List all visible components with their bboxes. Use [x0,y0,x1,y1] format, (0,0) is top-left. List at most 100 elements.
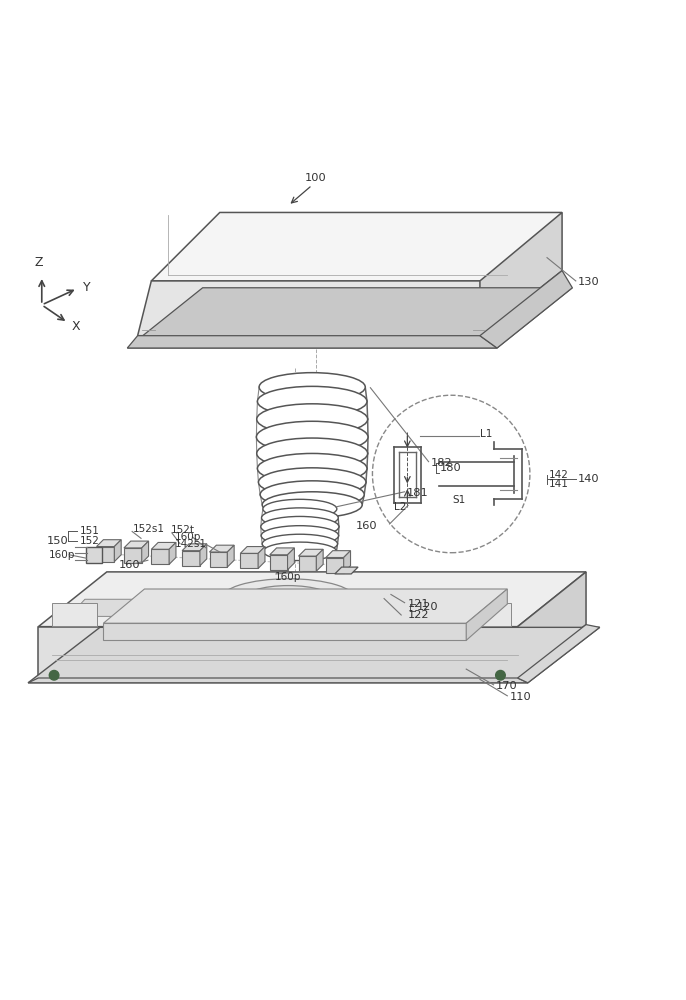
Polygon shape [97,547,115,562]
Polygon shape [152,212,562,281]
Polygon shape [152,542,176,549]
Text: 181: 181 [407,488,429,498]
Polygon shape [142,541,149,563]
Ellipse shape [259,373,365,401]
Ellipse shape [257,421,368,453]
Polygon shape [200,544,206,566]
Text: 151: 151 [80,526,99,536]
Text: 142s1: 142s1 [175,539,207,549]
Text: L2: L2 [394,502,406,512]
Polygon shape [480,212,562,336]
Ellipse shape [261,516,339,537]
Circle shape [49,670,59,680]
Ellipse shape [262,534,338,553]
Ellipse shape [263,499,337,518]
Text: 152: 152 [80,536,99,546]
Text: 160p: 160p [274,572,301,582]
Polygon shape [38,627,517,678]
Text: 121: 121 [408,599,429,609]
Polygon shape [104,589,508,623]
Polygon shape [480,271,572,348]
Polygon shape [128,336,497,348]
Polygon shape [344,551,351,573]
Polygon shape [97,540,121,547]
Circle shape [496,670,506,680]
Polygon shape [86,547,102,563]
Ellipse shape [262,492,362,518]
Text: 142: 142 [548,470,568,480]
Text: Y: Y [83,281,91,294]
Text: 160: 160 [119,560,141,570]
Ellipse shape [259,468,366,497]
Text: 180: 180 [440,463,462,473]
Polygon shape [182,544,206,551]
Ellipse shape [261,526,339,546]
Polygon shape [287,548,294,570]
Polygon shape [138,281,494,336]
Polygon shape [326,551,351,558]
Polygon shape [28,627,600,683]
Ellipse shape [263,542,337,561]
Polygon shape [298,556,316,571]
Text: 140: 140 [578,474,600,484]
Text: 150: 150 [47,536,69,546]
Polygon shape [38,572,586,627]
Polygon shape [124,541,149,548]
Polygon shape [124,548,142,563]
Polygon shape [517,572,586,678]
Polygon shape [128,288,572,348]
Polygon shape [466,589,508,640]
Ellipse shape [242,586,335,614]
Polygon shape [398,599,495,616]
Polygon shape [152,549,169,564]
Polygon shape [258,547,265,568]
Ellipse shape [257,438,368,469]
Text: 160p: 160p [49,550,75,560]
Polygon shape [169,542,176,564]
Ellipse shape [220,579,357,621]
Polygon shape [209,552,227,567]
Text: S1: S1 [453,495,466,505]
Text: 100: 100 [305,173,327,183]
Text: 182: 182 [431,458,452,468]
Text: 122: 122 [408,610,429,620]
Ellipse shape [257,404,368,435]
Polygon shape [326,558,344,573]
Polygon shape [69,599,177,616]
Polygon shape [240,553,258,568]
Text: 120: 120 [417,602,438,612]
Polygon shape [270,548,294,555]
Text: 152s1: 152s1 [133,524,165,534]
Polygon shape [52,603,97,626]
Polygon shape [316,549,323,571]
Text: 110: 110 [510,692,531,702]
Text: 130: 130 [578,277,600,287]
Ellipse shape [264,592,312,607]
Polygon shape [227,545,234,567]
Text: 160: 160 [355,521,377,531]
Polygon shape [182,551,200,566]
Polygon shape [517,625,600,683]
Ellipse shape [257,453,367,484]
Text: L1: L1 [480,429,493,439]
Polygon shape [115,540,121,562]
Ellipse shape [260,481,364,508]
Polygon shape [209,545,234,552]
Text: Z: Z [34,256,43,269]
Text: X: X [72,320,80,333]
Text: 170: 170 [496,681,517,691]
Polygon shape [298,549,323,556]
Polygon shape [335,567,358,574]
Text: 152t: 152t [171,525,194,535]
Text: 160p: 160p [175,532,202,542]
Ellipse shape [261,508,338,528]
Text: 141: 141 [548,479,568,489]
Polygon shape [240,547,265,553]
Ellipse shape [257,386,367,416]
Polygon shape [460,603,511,626]
Ellipse shape [276,596,300,604]
Polygon shape [104,623,466,640]
Polygon shape [28,678,528,683]
Circle shape [372,395,530,553]
Polygon shape [270,555,287,570]
